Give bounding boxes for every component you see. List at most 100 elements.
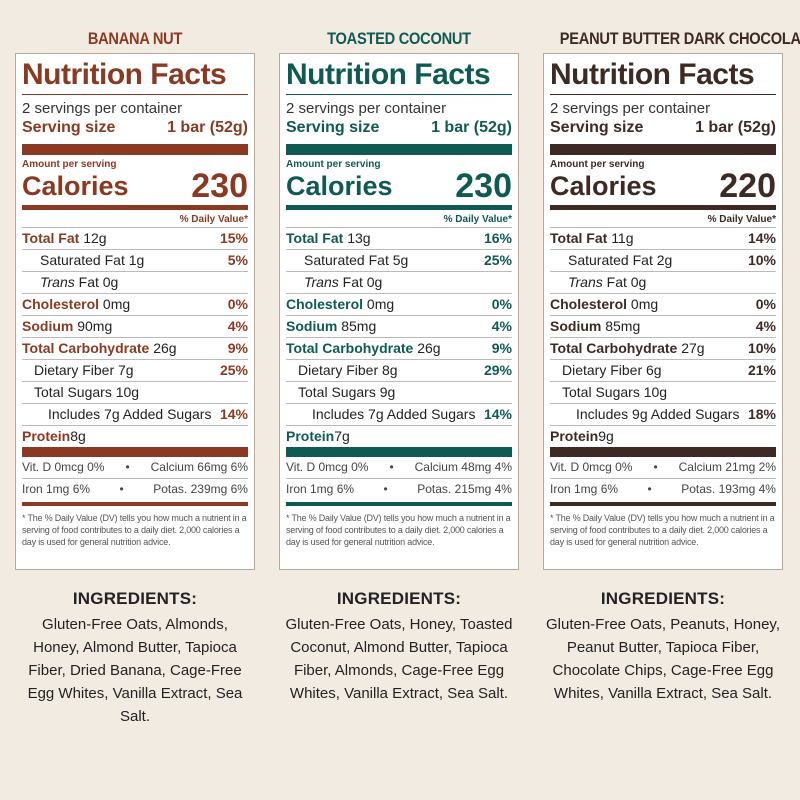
nutrient-name: Fat 0g	[606, 274, 647, 290]
product-column: TOASTED COCONUT Nutrition Facts 2 servin…	[279, 0, 519, 705]
title-rule	[286, 94, 512, 95]
servings-per-container: 2 servings per container	[22, 100, 183, 117]
nutrient-amount: 0mg	[102, 296, 131, 312]
nutrient-percent: 15%	[219, 230, 248, 246]
bullet: •	[125, 460, 130, 474]
vitamin-right: Calcium 66mg 6%	[150, 460, 248, 474]
vitamin-row: Iron 1mg 6% • Potas. 193mg 4%	[550, 478, 776, 500]
nutrient-percent: 14%	[747, 230, 776, 246]
bullet: •	[383, 482, 388, 496]
nutrient-percent: 14%	[219, 406, 248, 422]
nutrient-amount: 27g	[681, 340, 705, 356]
vitamin-left: Iron 1mg 6%	[550, 482, 619, 496]
vitamin-right: Calcium 21mg 2%	[678, 460, 776, 474]
fiber-row: Dietary Fiber 7g 25%	[22, 359, 248, 381]
ingredients-heading: INGREDIENTS:	[336, 589, 462, 608]
saturated-fat-row: Saturated Fat 5g 25%	[286, 249, 512, 271]
added-sugars-row: Includes 7g Added Sugars 14%	[286, 403, 512, 425]
nutrient-name: Protein	[286, 428, 335, 444]
nutrient-name: Saturated Fat 5g	[304, 252, 409, 268]
total-fat-row: Total Fat 13g 16%	[286, 227, 512, 249]
daily-value-footnote: * The % Daily Value (DV) tells you how m…	[286, 513, 511, 547]
nutrient-name: Sodium	[286, 318, 338, 334]
serving-size-value: 1 bar (52g)	[431, 119, 512, 136]
nutrient-name: Total Sugars 10g	[34, 384, 140, 400]
nutrient-percent: 16%	[483, 230, 512, 246]
sodium-row: Sodium 85mg 4%	[550, 315, 776, 337]
footnote-divider	[286, 502, 512, 506]
vitamin-right: Calcium 48mg 4%	[414, 460, 512, 474]
calories-label: Calories	[550, 171, 657, 201]
total-fat-row: Total Fat 12g 15%	[22, 227, 248, 249]
cholesterol-row: Cholesterol 0mg 0%	[22, 293, 248, 315]
nutrient-percent: 29%	[483, 362, 512, 378]
nutrient-amount: 8g	[70, 428, 86, 444]
calories-row: Calories 220	[550, 167, 776, 205]
ingredients-list: Gluten-Free Oats, Almonds, Honey, Almond…	[27, 616, 243, 725]
trans-label: Trans	[304, 274, 339, 290]
medium-divider	[22, 205, 248, 210]
flavor-name: PEANUT BUTTER DARK CHOCOLATE	[559, 29, 800, 48]
title-rule	[550, 94, 776, 95]
ingredients-list: Gluten-Free Oats, Honey, Toasted Coconut…	[285, 616, 513, 702]
nutrient-percent: 9%	[227, 340, 248, 356]
calories-label: Calories	[22, 171, 129, 201]
nutrient-name: Fat 0g	[78, 274, 119, 290]
ingredients-heading: INGREDIENTS:	[72, 589, 198, 608]
protein-row: Protein7g	[286, 425, 512, 447]
bullet: •	[653, 460, 658, 474]
nutrient-name: Total Sugars 9g	[298, 384, 396, 400]
nutrient-amount: 12g	[83, 230, 107, 246]
trans-fat-row: Trans Fat 0g	[286, 271, 512, 293]
nutrient-amount: 90mg	[77, 318, 113, 334]
thick-divider	[550, 447, 776, 457]
nutrient-amount: 0mg	[630, 296, 659, 312]
nutrient-amount: 0mg	[366, 296, 395, 312]
nutrient-name: Saturated Fat 2g	[568, 252, 673, 268]
daily-value-header: % Daily Value*	[443, 214, 512, 225]
bullet: •	[119, 482, 124, 496]
nutrient-name: Protein	[22, 428, 71, 444]
trans-fat-row: Trans Fat 0g	[22, 271, 248, 293]
nutrition-facts-title: Nutrition Facts	[550, 58, 755, 91]
bullet: •	[647, 482, 652, 496]
nutrient-name: Fat 0g	[342, 274, 383, 290]
nutrient-percent: 25%	[219, 362, 248, 378]
amount-per-serving: Amount per serving	[550, 159, 645, 170]
calories-value: 220	[719, 167, 776, 205]
flavor-name: BANANA NUT	[87, 29, 183, 48]
nutrient-amount: 26g	[153, 340, 177, 356]
sodium-row: Sodium 90mg 4%	[22, 315, 248, 337]
vitamin-row: Iron 1mg 6% • Potas. 215mg 4%	[286, 478, 512, 500]
thick-divider	[286, 447, 512, 457]
vitamin-left: Iron 1mg 6%	[22, 482, 91, 496]
nutrient-amount: 11g	[611, 230, 634, 246]
nutrient-name: Total Carbohydrate	[550, 340, 678, 356]
daily-value-header: % Daily Value*	[179, 214, 248, 225]
footnote-divider	[22, 502, 248, 506]
nutrient-percent: 18%	[747, 406, 776, 422]
serving-size-label: Serving size	[286, 119, 380, 136]
cholesterol-row: Cholesterol 0mg 0%	[286, 293, 512, 315]
nutrient-percent: 0%	[491, 296, 512, 312]
nutrient-name: Dietary Fiber 6g	[562, 362, 662, 378]
vitamin-left: Iron 1mg 6%	[286, 482, 355, 496]
serving-size-label: Serving size	[22, 119, 116, 136]
vitamin-row: Vit. D 0mcg 0% • Calcium 21mg 2%	[550, 457, 776, 478]
fiber-row: Dietary Fiber 6g 21%	[550, 359, 776, 381]
total-sugars-row: Total Sugars 10g	[550, 381, 776, 403]
nutrition-label: Nutrition Facts 2 servings per container…	[543, 53, 783, 570]
nutrient-percent: 4%	[755, 318, 776, 334]
total-sugars-row: Total Sugars 10g	[22, 381, 248, 403]
nutrient-name: Total Fat	[550, 230, 608, 246]
serving-size-value: 1 bar (52g)	[167, 119, 248, 136]
serving-size-row: Serving size 1 bar (52g)	[22, 118, 248, 138]
nutrient-name: Saturated Fat 1g	[40, 252, 145, 268]
carbohydrate-row: Total Carbohydrate 26g 9%	[22, 337, 248, 359]
daily-value-header: % Daily Value*	[707, 214, 776, 225]
nutrient-percent: 21%	[747, 362, 776, 378]
added-sugars-row: Includes 9g Added Sugars 18%	[550, 403, 776, 425]
nutrient-name: Includes 9g Added Sugars	[576, 406, 740, 422]
medium-divider	[550, 205, 776, 210]
nutrient-percent: 4%	[227, 318, 248, 334]
